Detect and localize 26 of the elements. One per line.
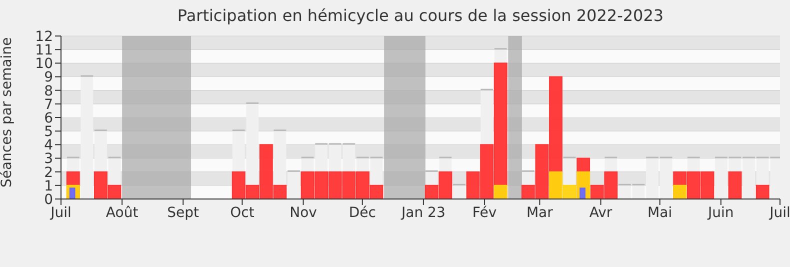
y-tick-label: 10 (35, 56, 53, 72)
x-tick-label: Mar (526, 204, 554, 221)
y-tick-label: 4 (44, 138, 54, 154)
x-tick-label: Avr (589, 204, 612, 221)
y-tick-label: 2 (44, 164, 53, 181)
y-tick-label: 9 (44, 70, 53, 86)
y-tick-label: 1 (44, 178, 53, 194)
y-tick-label: 3 (44, 151, 53, 168)
x-tick-label: Août (106, 204, 139, 221)
y-tick-label: 12 (35, 28, 53, 45)
x-tick-label: Mai (648, 204, 672, 221)
chart-title: Participation en hémicycle au cours de la session 2022-2023 (176, 6, 665, 25)
x-tick-label: Déc (348, 204, 376, 221)
x-tick-label: Fév (472, 204, 497, 221)
y-tick-label: 6 (44, 110, 54, 126)
y-tick-label: 5 (44, 124, 53, 140)
x-tick-label: Jan 23 (400, 204, 446, 221)
y-axis-title: Séances par semaine (0, 37, 15, 188)
y-tick-label: 7 (44, 96, 53, 113)
x-tick-label: Nov (290, 204, 317, 221)
x-tick-label: Oct (230, 204, 255, 221)
y-tick-label: 8 (44, 83, 53, 100)
x-tick-label: Sept (167, 204, 200, 221)
x-tick-label: Juil (768, 204, 790, 221)
y-tick-label: 11 (35, 42, 53, 59)
x-tick-label: Juin (707, 204, 734, 221)
